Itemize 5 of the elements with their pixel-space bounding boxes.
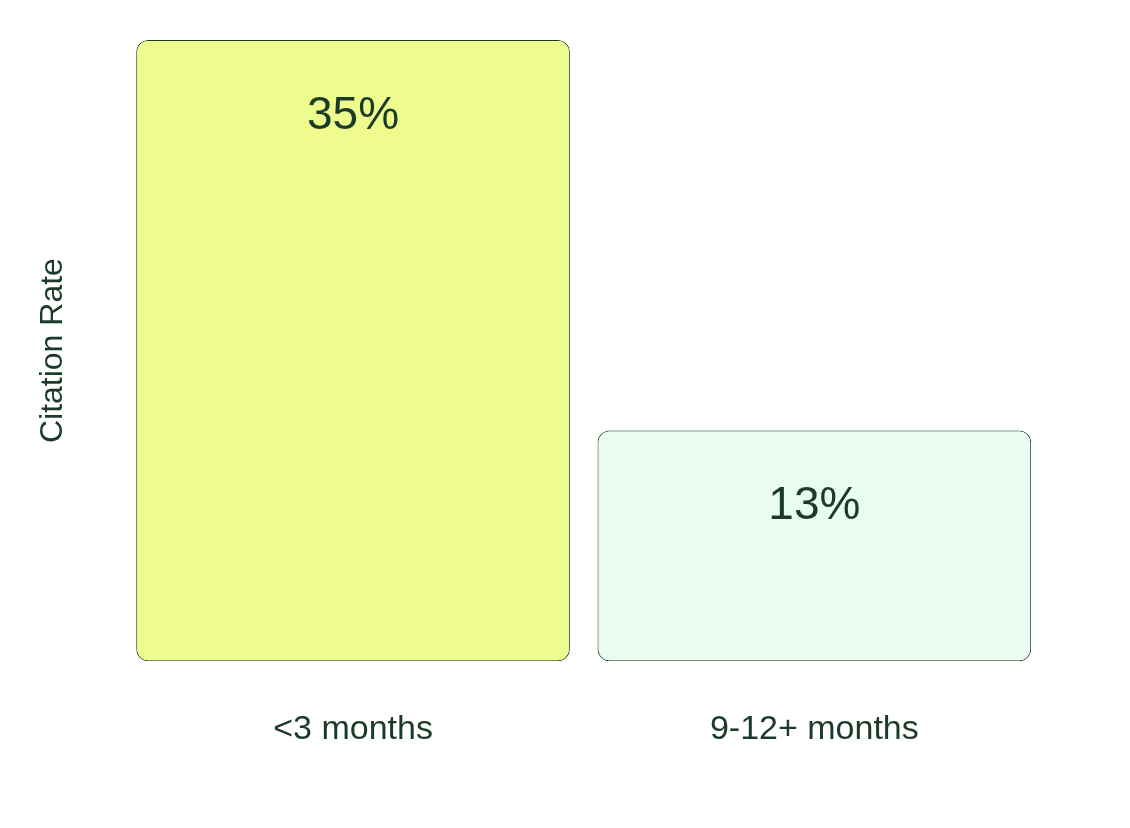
x-tick-label: 9-12+ months	[709, 707, 919, 746]
data-label: 13%	[768, 477, 861, 530]
y-axis-title: Citation Rate	[33, 258, 70, 444]
data-label: 35%	[307, 86, 400, 139]
x-tick-label: <3 months	[273, 707, 433, 746]
